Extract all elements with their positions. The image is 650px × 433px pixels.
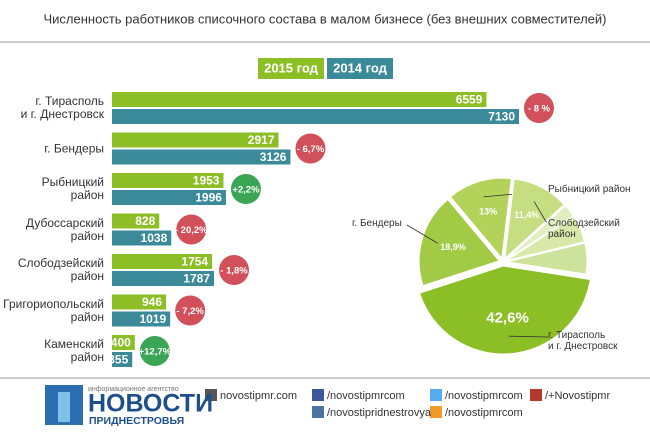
pie-slice — [418, 265, 591, 355]
leader-line — [406, 224, 438, 244]
leader-line — [533, 201, 549, 226]
value-label: 1754 — [181, 255, 208, 269]
change-label: +2,2% — [232, 185, 260, 196]
category-label: Каменский район — [44, 336, 104, 364]
value-label: 828 — [135, 214, 155, 228]
pie-slice — [504, 178, 565, 260]
bar — [112, 271, 215, 286]
facebook-icon — [312, 389, 324, 401]
link[interactable]: /novostipmrcom — [445, 390, 523, 402]
link[interactable]: /novostipmrcom — [327, 390, 405, 402]
change-badge — [295, 133, 326, 164]
value-label: 355 — [108, 353, 128, 367]
pie-slice — [505, 205, 575, 260]
value-label: 1996 — [195, 191, 222, 205]
change-badge — [175, 295, 206, 326]
slice-value-label: 13% — [479, 207, 497, 217]
change-badge — [139, 336, 170, 366]
bar — [112, 92, 487, 107]
category-label: Дубоссарский район — [25, 215, 104, 243]
ok-icon — [430, 406, 442, 418]
value-label: 1787 — [183, 272, 210, 286]
value-label: 1019 — [139, 312, 166, 326]
bar — [112, 109, 519, 124]
value-label: 1038 — [141, 231, 168, 245]
value-label: 2917 — [248, 133, 275, 147]
vk-icon — [312, 406, 324, 418]
change-label: - 20,2% — [175, 225, 208, 236]
value-label: 1953 — [193, 174, 220, 188]
bar — [112, 190, 226, 205]
category-label: Слободзейский район — [17, 255, 104, 283]
logo-icon — [58, 392, 70, 422]
bar — [112, 230, 172, 246]
chart-title: Численность работников списочного состав… — [44, 11, 607, 26]
link[interactable]: /novostipmrcom — [445, 407, 523, 419]
link[interactable]: novostipmr.com — [220, 390, 297, 402]
change-label: - 8 % — [528, 104, 551, 115]
bar — [112, 294, 167, 310]
gplus-icon — [530, 389, 542, 401]
value-label: 400 — [111, 336, 131, 350]
change-badge — [230, 174, 261, 204]
slice-value-label: 11,4% — [514, 210, 539, 220]
change-label: - 7,2% — [176, 306, 204, 317]
legend-label: 2015 год — [264, 60, 319, 75]
bar — [112, 132, 279, 148]
agency: информационное агентство — [88, 386, 179, 393]
category-label: г. Тирасполь и г. Днестровск — [20, 93, 104, 121]
link[interactable]: /+Novostipmr — [545, 390, 610, 402]
pie-slice — [506, 216, 586, 261]
pie-slice — [418, 198, 501, 287]
slice-value-label: 42,6% — [486, 310, 529, 327]
pie-slice — [449, 177, 512, 260]
web-icon — [205, 389, 217, 401]
slice-category-label: г. Тирасполь и г. Днестровск — [548, 330, 618, 352]
bar — [112, 311, 171, 327]
brand: НОВОСТИ — [88, 390, 213, 418]
category-label: Рыбницкий район — [41, 174, 104, 202]
value-label: 946 — [142, 295, 162, 309]
twitter-icon — [430, 389, 442, 401]
legend-swatch — [327, 58, 393, 79]
change-badge — [176, 214, 207, 245]
pie-slice — [506, 242, 588, 275]
leader-line — [508, 335, 549, 338]
bar — [112, 352, 133, 367]
change-badge — [219, 255, 250, 285]
legend-label: 2014 год — [333, 60, 388, 75]
value-label: 3126 — [260, 150, 287, 164]
bar — [112, 173, 224, 188]
slice-category-label: г. Бендеры — [352, 218, 402, 229]
slice-value-label: 18,9% — [440, 242, 466, 252]
change-label: +12,7% — [139, 347, 172, 358]
bar — [112, 335, 135, 350]
value-label: 6559 — [456, 93, 483, 107]
value-label: 7130 — [488, 110, 515, 124]
bar — [112, 149, 291, 165]
change-label: - 1,8% — [220, 266, 248, 277]
category-label: г. Бендеры — [44, 140, 104, 155]
change-badge — [524, 93, 554, 123]
category-label: Григориопольский район — [3, 296, 104, 324]
change-label: - 6,7% — [297, 144, 325, 155]
bar — [112, 254, 213, 269]
slice-category-label: Слободзейский район — [548, 218, 620, 240]
link[interactable]: /novostipridnestrovya — [327, 407, 432, 419]
bar — [112, 213, 160, 229]
brand-sub: ПРИДНЕСТРОВЬЯ — [89, 415, 184, 427]
legend-swatch — [258, 58, 324, 79]
slice-category-label: Рыбницкий район — [548, 184, 631, 195]
